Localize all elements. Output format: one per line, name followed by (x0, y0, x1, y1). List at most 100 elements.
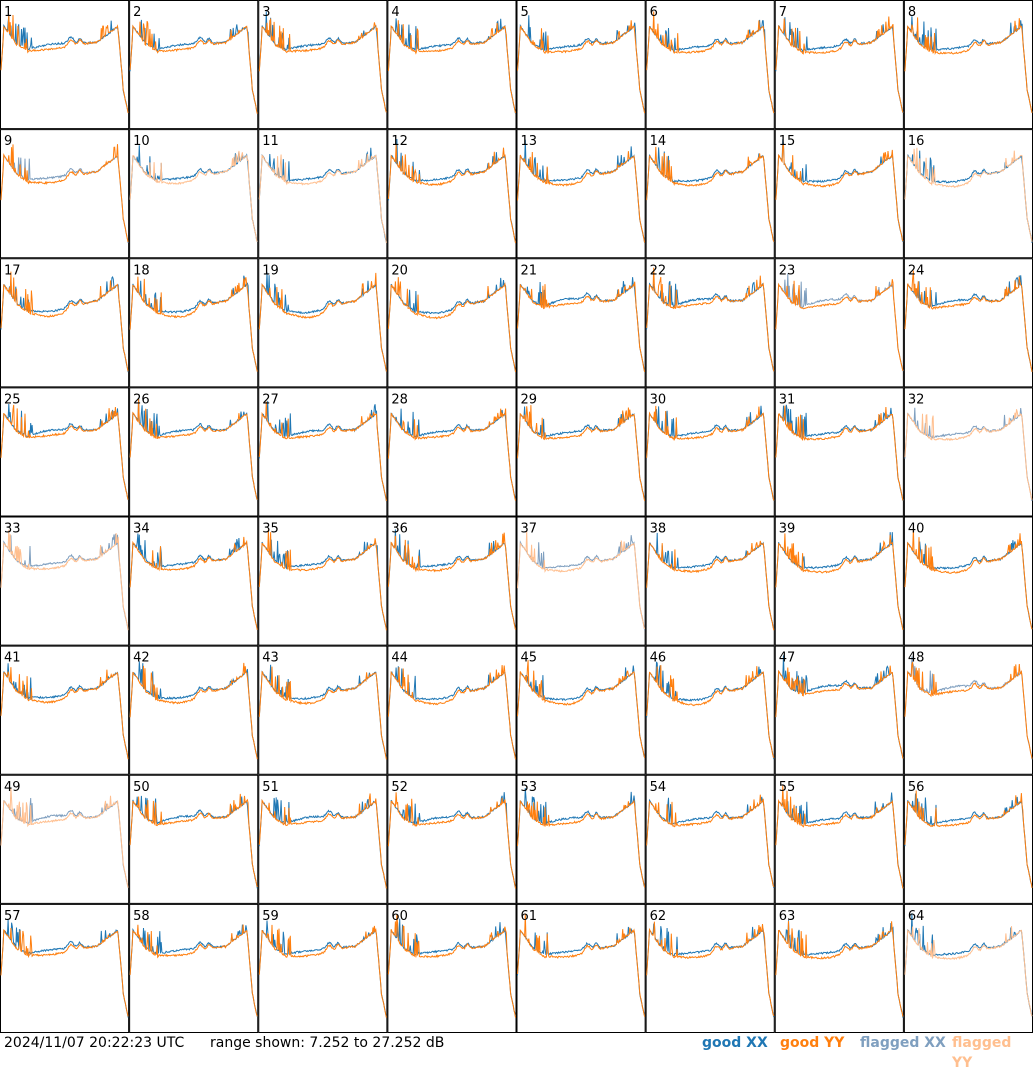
trace-xx-21 (517, 277, 646, 372)
panel-14: 14 (645, 129, 775, 259)
panel-38: 38 (645, 516, 775, 646)
panel-8: 8 (903, 0, 1033, 130)
trace-xx-22 (646, 281, 775, 372)
panel-59: 59 (258, 903, 388, 1033)
panel-label-41: 41 (4, 651, 21, 666)
panel-frame (387, 903, 517, 1033)
trace-xx-51 (258, 797, 387, 888)
panel-label-51: 51 (262, 780, 279, 795)
panel-57: 57 (0, 903, 130, 1033)
panel-37: 37 (516, 516, 646, 646)
trace-yy-14 (646, 146, 775, 242)
panel-label-37: 37 (521, 522, 538, 537)
legend-good-xx: good XX (702, 1035, 768, 1051)
panel-frame (774, 903, 904, 1033)
panel-frame (387, 387, 517, 517)
trace-yy-17 (0, 271, 129, 372)
panel-frame (387, 0, 517, 130)
trace-yy-61 (517, 913, 646, 1017)
panel-11: 11 (258, 129, 388, 259)
panel-frame (0, 774, 130, 904)
trace-yy-36 (387, 532, 516, 630)
trace-xx-62 (646, 922, 775, 1018)
panel-33: 33 (0, 516, 130, 646)
trace-yy-51 (258, 793, 387, 889)
panel-32: 32 (903, 387, 1033, 517)
panel-63: 63 (774, 903, 904, 1033)
panel-label-32: 32 (908, 392, 925, 407)
trace-yy-9 (0, 144, 129, 243)
trace-yy-39 (775, 533, 904, 630)
panel-label-28: 28 (391, 392, 408, 407)
trace-xx-55 (775, 792, 904, 889)
trace-yy-64 (904, 926, 1033, 1017)
panel-34: 34 (129, 516, 259, 646)
panel-label-44: 44 (391, 651, 408, 666)
trace-xx-10 (129, 145, 258, 243)
panel-2: 2 (129, 0, 259, 130)
panel-44: 44 (387, 645, 517, 775)
trace-yy-30 (646, 405, 775, 501)
trace-yy-60 (387, 913, 516, 1018)
panel-label-22: 22 (650, 263, 667, 278)
panel-17: 17 (0, 258, 130, 388)
trace-xx-42 (129, 661, 258, 759)
panel-1: 1 (0, 0, 130, 130)
panel-frame (258, 774, 388, 904)
panel-label-58: 58 (133, 909, 150, 924)
footer: 2024/11/07 20:22:23 UTC range shown: 7.2… (0, 1033, 1033, 1071)
panel-frame (774, 258, 904, 388)
panel-frame (645, 258, 775, 388)
trace-xx-60 (387, 918, 516, 1017)
panel-frame (0, 258, 130, 388)
panel-frame (387, 516, 517, 646)
panel-frame (903, 0, 1033, 130)
panel-54: 54 (645, 774, 775, 904)
trace-xx-41 (0, 663, 129, 759)
trace-yy-11 (258, 153, 387, 243)
panel-61: 61 (516, 903, 646, 1033)
panel-frame (645, 0, 775, 130)
panel-frame (774, 774, 904, 904)
panel-27: 27 (258, 387, 388, 517)
panel-frame (129, 774, 259, 904)
trace-xx-27 (258, 400, 387, 502)
trace-yy-23 (775, 279, 904, 371)
panel-43: 43 (258, 645, 388, 775)
legend-good-yy: good YY (780, 1035, 845, 1051)
panel-label-18: 18 (133, 263, 150, 278)
trace-yy-12 (387, 143, 516, 244)
panel-label-33: 33 (4, 522, 21, 537)
trace-yy-4 (387, 20, 516, 114)
panel-label-30: 30 (650, 392, 667, 407)
panel-frame (0, 129, 130, 259)
trace-yy-54 (646, 794, 775, 888)
panel-label-20: 20 (391, 263, 408, 278)
panel-label-3: 3 (262, 5, 270, 20)
panel-label-6: 6 (650, 5, 658, 20)
trace-xx-3 (258, 11, 387, 113)
panel-frame (645, 387, 775, 517)
trace-yy-58 (129, 924, 258, 1017)
panel-64: 64 (903, 903, 1033, 1033)
panel-28: 28 (387, 387, 517, 517)
panel-10: 10 (129, 129, 259, 259)
trace-yy-16 (904, 147, 1033, 242)
panel-16: 16 (903, 129, 1033, 259)
trace-yy-18 (129, 276, 258, 372)
panel-58: 58 (129, 903, 259, 1033)
trace-xx-33 (0, 533, 129, 630)
panel-label-8: 8 (908, 5, 916, 20)
panel-label-50: 50 (133, 780, 150, 795)
panel-label-64: 64 (908, 909, 925, 924)
panel-frame (774, 645, 904, 775)
panel-label-23: 23 (779, 263, 796, 278)
panel-frame (129, 645, 259, 775)
panel-label-54: 54 (650, 780, 667, 795)
panel-frame (129, 258, 259, 388)
panel-23: 23 (774, 258, 904, 388)
panel-frame (645, 645, 775, 775)
panel-label-14: 14 (650, 134, 667, 149)
trace-yy-15 (775, 143, 904, 242)
panel-label-62: 62 (650, 909, 667, 924)
